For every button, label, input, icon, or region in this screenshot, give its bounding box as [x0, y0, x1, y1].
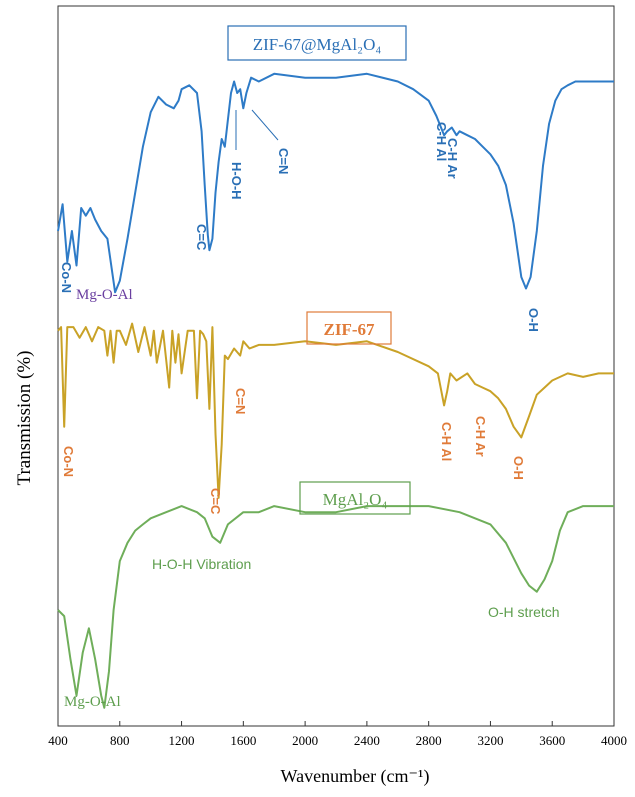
o-h-label-1: O-H — [526, 308, 541, 332]
x-axis-label: Wavenumber (cm⁻¹) — [281, 766, 430, 787]
x-tick-label: 1200 — [169, 733, 195, 748]
c-h-ar-label-1: C-H Ar — [445, 138, 460, 179]
x-tick-label: 2800 — [416, 733, 442, 748]
oh-stretch-label: O-H stretch — [488, 604, 560, 620]
c-n-arrow — [252, 110, 278, 140]
mgal-title: MgAl₂O₄ — [323, 490, 388, 509]
x-tick-label: 3600 — [539, 733, 565, 748]
x-tick-group: 400 800 1200 1600 2000 2400 2800 3200 3600 4000 — [48, 721, 627, 748]
o-h-label-2: O-H — [511, 456, 526, 480]
x-tick-label: 1600 — [230, 733, 256, 748]
h-o-h-label: H-O-H — [229, 162, 244, 200]
series-line-zif_mgal — [58, 74, 614, 292]
zif67-title: ZIF-67 — [324, 320, 376, 339]
x-tick-label: 3200 — [477, 733, 503, 748]
hoh-vibration-label: H-O-H Vibration — [152, 556, 251, 572]
c-h-ar-label-2: C-H Ar — [473, 416, 488, 457]
c-c-label-1: C=C — [194, 224, 209, 251]
c-h-al-label-2: C-H Al — [439, 422, 454, 461]
series-line-zif67 — [58, 324, 614, 498]
mg-o-al-label-1: Mg-O-Al — [76, 287, 133, 303]
zif-mgal-title: ZIF-67@MgAl₂O₄ — [253, 35, 382, 54]
x-tick-label: 2000 — [292, 733, 318, 748]
c-c-label-2: C=C — [208, 488, 223, 515]
co-n-label-2: Co-N — [61, 446, 76, 477]
c-n-label-1: C=N — [276, 148, 291, 174]
x-tick-label: 400 — [48, 733, 68, 748]
x-tick-label: 4000 — [601, 733, 627, 748]
x-tick-label: 800 — [110, 733, 130, 748]
x-tick-label: 2400 — [354, 733, 380, 748]
c-n-label-2: C=N — [233, 388, 248, 414]
mg-o-al-label-2: Mg-O-Al — [64, 694, 121, 710]
y-axis-label: Transmission (%) — [14, 351, 35, 486]
co-n-label-1: Co-N — [59, 262, 74, 293]
